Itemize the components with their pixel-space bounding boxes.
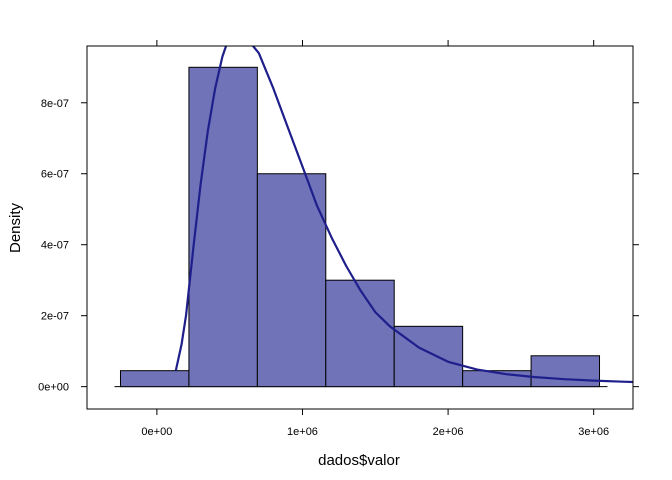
y-tick-label-5: 8e-07 bbox=[41, 98, 69, 110]
density-curve bbox=[174, 46, 633, 384]
histogram-bar-5 bbox=[393, 325, 464, 388]
bars-layer bbox=[114, 66, 608, 388]
y-tick-labels: 0e+00 2e-07 4e-07 6e-07 8e-07 bbox=[38, 98, 69, 394]
x-tick-label-3: 2e+06 bbox=[433, 426, 464, 438]
histogram-bar-2 bbox=[188, 66, 258, 388]
histogram-bar-3 bbox=[256, 173, 327, 388]
histogram-bar-7 bbox=[530, 355, 601, 388]
x-tick-label-4: 3e+06 bbox=[578, 426, 609, 438]
y-tick-label-3: 4e-07 bbox=[41, 240, 69, 252]
ticks-layer bbox=[81, 40, 639, 415]
y-axis-title: Density bbox=[7, 202, 24, 253]
histogram-bar-1 bbox=[119, 370, 190, 388]
y-tick-label-4: 6e-07 bbox=[41, 169, 69, 181]
plot-frame bbox=[86, 45, 634, 410]
x-tick-label-1: 0e+00 bbox=[141, 426, 172, 438]
x-axis-title: dados$valor bbox=[318, 452, 400, 469]
y-tick-label-1: 0e+00 bbox=[38, 382, 69, 394]
y-tick-label-2: 2e-07 bbox=[41, 311, 69, 323]
x-tick-labels: 0e+00 1e+06 2e+06 3e+06 bbox=[141, 426, 609, 438]
x-tick-label-2: 1e+06 bbox=[287, 426, 318, 438]
histogram-bar-4 bbox=[325, 279, 395, 388]
density-curve-layer bbox=[174, 46, 633, 384]
